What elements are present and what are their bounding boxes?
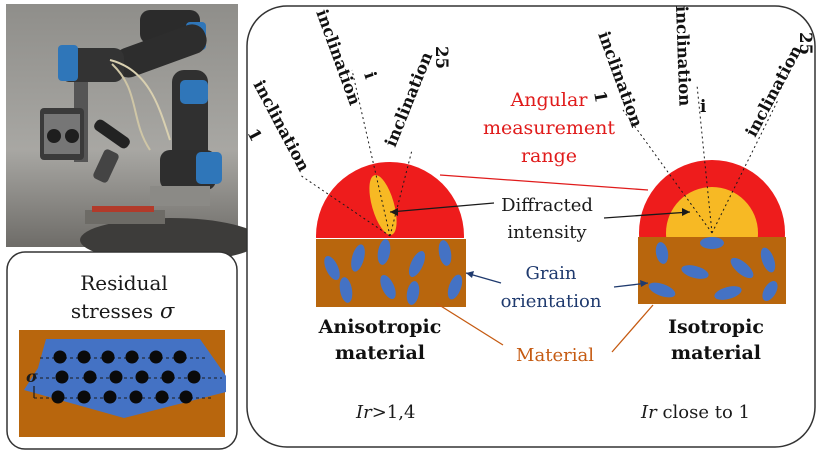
left-material-title-line2: material xyxy=(335,342,425,364)
residual-sigma-symbol: σ xyxy=(160,299,175,323)
right-inclination-i-index: i xyxy=(700,97,706,116)
left-inclination-25-index: 25 xyxy=(432,46,451,69)
anisotropic-diagram: Anisotropic material Ir>1,4 xyxy=(299,69,466,423)
connectors xyxy=(389,174,691,353)
right-inclination-25-index: 25 xyxy=(796,32,815,55)
angular-range-line3: range xyxy=(521,145,577,167)
residual-title-line1: Residual xyxy=(80,271,168,295)
right-inclination-1-index: 1 xyxy=(590,89,611,104)
right-ir-value: Ir close to 1 xyxy=(640,402,750,423)
left-material-title-line1: Anisotropic xyxy=(318,316,442,338)
diffracted-intensity-line1: Diffracted xyxy=(501,195,593,216)
sigma-depth-label: σ xyxy=(26,367,38,386)
left-grains xyxy=(324,239,463,305)
left-ir-value: Ir>1,4 xyxy=(355,402,415,423)
grain-orientation-line2: orientation xyxy=(501,291,602,312)
right-material-title-line1: Isotropic xyxy=(668,316,764,338)
right-intensity-lobe xyxy=(666,187,758,238)
robot-photo xyxy=(6,4,260,262)
left-inclination-i-mark: i xyxy=(360,69,380,81)
material-label: Material xyxy=(516,345,594,366)
right-inclination-i-word: inclination xyxy=(672,5,694,106)
isotropic-diagram: Isotropic material Ir close to 1 xyxy=(622,84,786,423)
residual-stress-panel: Residual stresses σ σ xyxy=(6,251,238,450)
grain-orientation-line1: Grain xyxy=(525,263,576,284)
right-material-title-line2: material xyxy=(671,342,761,364)
stress-dots xyxy=(51,350,201,404)
center-labels: Angular measurement range Diffracted int… xyxy=(483,89,615,366)
angular-range-line1: Angular xyxy=(510,89,589,111)
diffracted-intensity-line2: intensity xyxy=(507,222,587,243)
angular-range-line2: measurement xyxy=(483,117,615,139)
residual-title-line2: stresses xyxy=(71,299,153,323)
right-grains xyxy=(648,237,778,301)
main-panel-frame xyxy=(246,5,816,448)
